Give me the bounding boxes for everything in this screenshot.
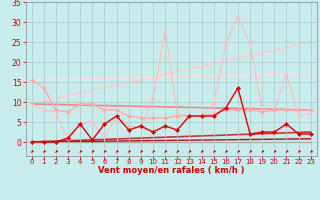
X-axis label: Vent moyen/en rafales ( km/h ): Vent moyen/en rafales ( km/h ): [98, 166, 244, 175]
